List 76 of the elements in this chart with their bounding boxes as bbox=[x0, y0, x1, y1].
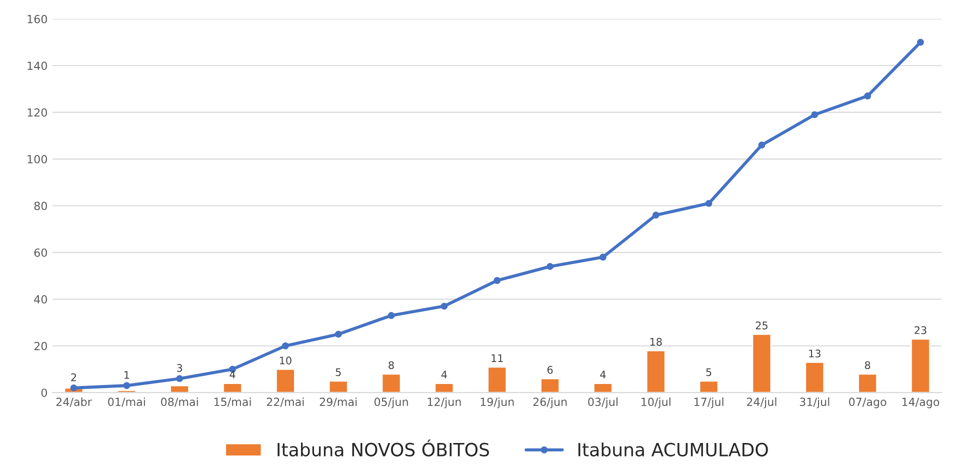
data-label: 23 bbox=[914, 326, 926, 334]
x-tick-label: 24/jul bbox=[746, 397, 776, 408]
x-tick-label: 10/jul bbox=[642, 397, 670, 408]
point bbox=[758, 142, 766, 149]
x-tick-label: 01/mai bbox=[108, 397, 145, 407]
bar bbox=[487, 366, 508, 393]
y-tick-label: 40 bbox=[34, 295, 47, 304]
data-label: 13 bbox=[809, 350, 820, 358]
x-tick-label: 15/mai bbox=[214, 397, 251, 407]
x-tick-label: 22/mai bbox=[266, 397, 304, 407]
point bbox=[652, 212, 660, 219]
data-label: 4 bbox=[441, 370, 447, 378]
y-tick-label: 140 bbox=[28, 62, 47, 70]
bar bbox=[804, 362, 825, 393]
bar bbox=[698, 380, 719, 393]
legend-label: Itabuna NOVOS ÓBITOS bbox=[278, 439, 489, 456]
x-tick-label: 29/mai bbox=[320, 397, 357, 407]
point bbox=[70, 384, 78, 392]
point bbox=[176, 375, 184, 382]
point bbox=[494, 277, 501, 284]
x-tick-label: 17/jul bbox=[694, 397, 724, 408]
point bbox=[864, 92, 872, 100]
data-label: 10 bbox=[280, 356, 292, 364]
point bbox=[811, 111, 818, 118]
x-tick-label: 12/jun bbox=[428, 397, 461, 408]
point bbox=[917, 38, 924, 46]
x-tick-label: 31/jul bbox=[800, 397, 830, 408]
x-tick-label: 24/abr bbox=[56, 397, 92, 407]
x-tick-label: 07/ago bbox=[849, 398, 886, 408]
x-tick-label: 08/mai bbox=[161, 397, 198, 407]
data-label: 25 bbox=[756, 322, 768, 330]
data-label: 18 bbox=[650, 338, 662, 346]
x-tick-label: 14/ago bbox=[902, 398, 940, 408]
y-tick-label: 80 bbox=[34, 202, 47, 210]
point bbox=[282, 342, 289, 350]
x-tick-label: 05/jun bbox=[374, 397, 408, 408]
point bbox=[546, 263, 554, 270]
point bbox=[388, 312, 395, 319]
data-label: 4 bbox=[230, 370, 236, 378]
bar bbox=[328, 380, 348, 393]
x-tick-label: 03/jul bbox=[588, 397, 618, 408]
y-tick-label: 120 bbox=[28, 108, 47, 117]
y-tick-label: 20 bbox=[34, 342, 47, 350]
bar bbox=[646, 350, 666, 393]
data-label: 3 bbox=[177, 364, 182, 372]
data-label: 5 bbox=[336, 368, 341, 376]
x-tick-label: 26/jun bbox=[533, 397, 567, 408]
data-label: 4 bbox=[600, 370, 606, 378]
data-label: 8 bbox=[864, 361, 870, 370]
x-tick-label: 19/jun bbox=[480, 397, 514, 408]
y-tick-label: 100 bbox=[28, 155, 47, 164]
y-tick-label: 160 bbox=[28, 14, 47, 24]
data-label: 11 bbox=[492, 354, 503, 362]
data-label: 8 bbox=[388, 361, 394, 370]
bar bbox=[858, 373, 878, 393]
point bbox=[705, 200, 712, 207]
bar bbox=[222, 382, 242, 393]
bar bbox=[593, 382, 613, 393]
point bbox=[334, 330, 342, 338]
y-tick-label: 0 bbox=[41, 388, 47, 397]
bar bbox=[381, 373, 402, 393]
bar bbox=[540, 378, 560, 393]
point bbox=[599, 254, 606, 261]
point bbox=[123, 382, 130, 390]
bar bbox=[910, 338, 930, 393]
data-label: 2 bbox=[71, 373, 76, 382]
bar bbox=[434, 382, 454, 393]
data-label: 5 bbox=[706, 368, 712, 376]
y-tick-label: 60 bbox=[34, 248, 47, 257]
legend-label: Itabuna ACUMULADO bbox=[578, 442, 768, 456]
point bbox=[440, 302, 448, 310]
bar bbox=[752, 334, 772, 393]
data-label: 6 bbox=[547, 366, 553, 374]
bar bbox=[170, 384, 190, 393]
data-label: 1 bbox=[124, 371, 130, 379]
bar bbox=[275, 368, 296, 393]
